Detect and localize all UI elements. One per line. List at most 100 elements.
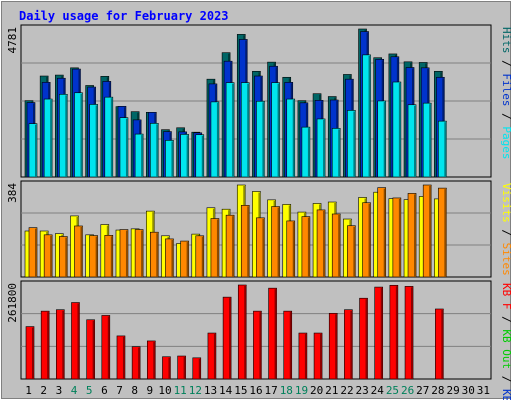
bar-kb-f-day-26 bbox=[404, 286, 414, 380]
x-tick-label-day-5: 5 bbox=[86, 384, 93, 397]
panel-2-max-label: 384 bbox=[6, 183, 19, 203]
x-tick-label-day-13: 13 bbox=[204, 384, 217, 397]
x-tick-label-day-8: 8 bbox=[131, 384, 138, 397]
bar-sites-day-1 bbox=[28, 227, 38, 278]
x-tick-label-day-7: 7 bbox=[116, 384, 123, 397]
bar-pages-day-26 bbox=[407, 104, 417, 178]
bar-sites-day-15 bbox=[240, 205, 250, 278]
bar-pages-day-27 bbox=[422, 102, 432, 178]
x-tick-label-day-22: 22 bbox=[340, 384, 353, 397]
bar-sites-day-5 bbox=[89, 235, 98, 278]
x-tick-label-day-25: 25 bbox=[386, 384, 399, 397]
bar-pages-day-17 bbox=[271, 82, 280, 178]
bar-pages-day-4 bbox=[74, 92, 83, 178]
bar-pages-day-19 bbox=[301, 126, 311, 178]
x-tick-label-day-19: 19 bbox=[295, 384, 308, 397]
legend-separator: / bbox=[500, 369, 512, 389]
bar-sites-day-22 bbox=[347, 225, 356, 278]
bar-kb-f-day-23 bbox=[359, 297, 368, 380]
bar-sites-day-11 bbox=[180, 240, 189, 278]
chart-title: Daily usage for February 2023 bbox=[19, 9, 229, 23]
x-tick-label-day-18: 18 bbox=[280, 384, 293, 397]
bar-pages-day-15 bbox=[240, 82, 250, 178]
x-tick-label-day-24: 24 bbox=[371, 384, 385, 397]
x-tick-label-day-11: 11 bbox=[174, 384, 187, 397]
bar-kb-f-day-24 bbox=[374, 286, 384, 380]
bar-sites-day-4 bbox=[74, 225, 83, 278]
bar-pages-day-22 bbox=[347, 110, 356, 178]
x-tick-label-day-14: 14 bbox=[219, 384, 233, 397]
bar-sites-day-12 bbox=[195, 235, 205, 278]
x-tick-label-day-1: 1 bbox=[25, 384, 32, 397]
bar-kb-f-day-14 bbox=[222, 296, 232, 380]
x-tick-label-day-23: 23 bbox=[356, 384, 369, 397]
legend-separator: / bbox=[500, 54, 512, 74]
x-tick-label-day-6: 6 bbox=[101, 384, 108, 397]
bar-sites-day-16 bbox=[256, 217, 265, 278]
bar-pages-day-18 bbox=[286, 98, 296, 178]
bar-sites-day-23 bbox=[362, 202, 371, 278]
bar-sites-day-25 bbox=[392, 197, 402, 278]
bar-kb-f-day-22 bbox=[344, 309, 353, 380]
legend-kb-in: KB In bbox=[500, 389, 512, 400]
bar-sites-day-21 bbox=[331, 213, 341, 278]
bar-sites-day-9 bbox=[149, 231, 159, 278]
bar-sites-day-6 bbox=[104, 235, 114, 278]
bar-sites-day-10 bbox=[165, 238, 174, 278]
bar-sites-day-2 bbox=[43, 234, 53, 278]
bar-pages-day-20 bbox=[316, 118, 326, 178]
legend-separator: / bbox=[500, 107, 512, 127]
bar-sites-day-19 bbox=[301, 216, 311, 278]
bar-kb-f-day-11 bbox=[177, 355, 186, 380]
bar-pages-day-7 bbox=[119, 117, 129, 178]
bar-pages-day-1 bbox=[28, 123, 38, 178]
bar-sites-day-24 bbox=[377, 187, 387, 278]
bar-kb-f-day-21 bbox=[328, 312, 338, 380]
bar-kb-f-day-4 bbox=[71, 302, 80, 380]
x-tick-label-day-10: 10 bbox=[158, 384, 171, 397]
x-tick-label-day-29: 29 bbox=[446, 384, 459, 397]
bar-sites-day-27 bbox=[422, 184, 432, 278]
bar-pages-day-8 bbox=[134, 133, 144, 178]
legend-visits: Visits bbox=[500, 183, 512, 223]
panel-1-legend: Hits / Files / Pages bbox=[500, 27, 512, 160]
legend-hits: Hits bbox=[500, 27, 512, 54]
bar-sites-day-20 bbox=[316, 209, 326, 278]
bar-pages-day-12 bbox=[195, 134, 205, 178]
bar-pages-day-16 bbox=[256, 100, 265, 178]
bar-pages-day-6 bbox=[104, 96, 114, 178]
bar-kb-f-day-6 bbox=[101, 315, 111, 380]
panel-1-max-label: 4781 bbox=[6, 27, 19, 54]
x-tick-label-day-31: 31 bbox=[477, 384, 490, 397]
bar-kb-f-day-20 bbox=[313, 332, 323, 380]
bar-kb-f-day-17 bbox=[268, 287, 277, 380]
bar-pages-day-24 bbox=[377, 100, 387, 178]
bar-sites-day-7 bbox=[119, 229, 129, 278]
bar-kb-f-day-25 bbox=[389, 284, 399, 380]
bar-pages-day-14 bbox=[225, 82, 235, 178]
legend-files: Files bbox=[500, 73, 512, 106]
x-tick-label-day-20: 20 bbox=[310, 384, 323, 397]
bar-sites-day-28 bbox=[438, 187, 447, 278]
legend-kb-out: KB Out bbox=[500, 329, 512, 369]
bar-pages-day-25 bbox=[392, 81, 402, 178]
bar-kb-f-day-7 bbox=[116, 335, 126, 380]
bar-kb-f-day-5 bbox=[86, 319, 95, 380]
legend-separator: / bbox=[500, 310, 512, 330]
bar-kb-f-day-8 bbox=[131, 346, 141, 380]
bar-kb-f-day-1 bbox=[25, 326, 35, 380]
bar-pages-day-9 bbox=[149, 123, 159, 178]
bar-kb-f-day-13 bbox=[207, 332, 217, 380]
x-tick-label-day-17: 17 bbox=[265, 384, 278, 397]
bar-sites-day-3 bbox=[59, 236, 68, 278]
bar-kb-f-day-16 bbox=[253, 310, 262, 380]
x-tick-label-day-26: 26 bbox=[401, 384, 414, 397]
bar-pages-day-3 bbox=[59, 94, 68, 178]
x-tick-label-day-15: 15 bbox=[234, 384, 247, 397]
bar-kb-f-day-10 bbox=[162, 356, 171, 380]
x-tick-label-day-3: 3 bbox=[56, 384, 63, 397]
bar-kb-f-day-9 bbox=[146, 340, 156, 380]
bar-kb-f-day-28 bbox=[435, 308, 444, 380]
x-tick-label-day-9: 9 bbox=[147, 384, 154, 397]
